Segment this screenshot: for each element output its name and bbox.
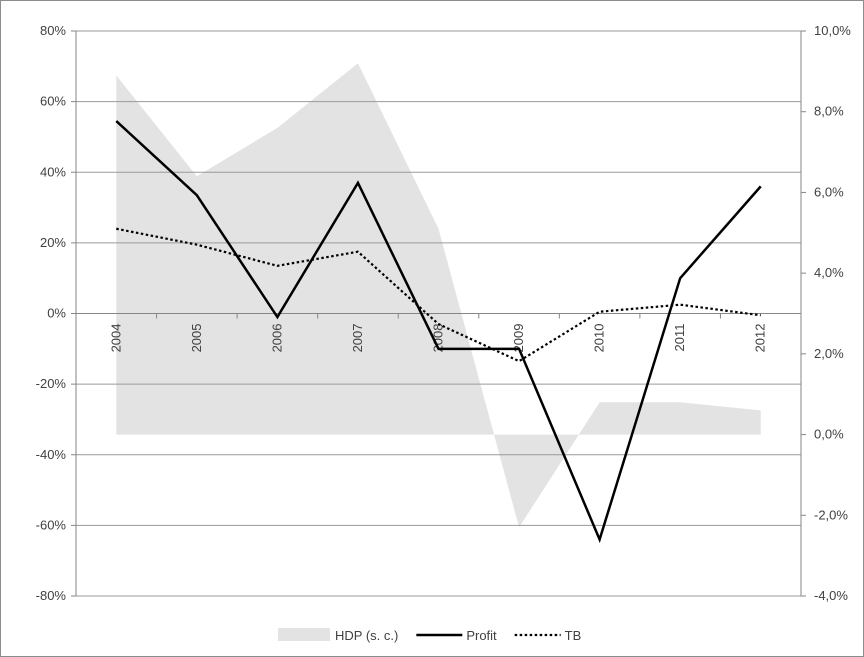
y-left-tick-label: 40% [40, 164, 66, 179]
x-tick-label: 2008 [431, 324, 446, 353]
y-left-tick-label: 60% [40, 94, 66, 109]
x-tick-label: 2007 [350, 324, 365, 353]
y-left-tick-label: 20% [40, 235, 66, 250]
legend: HDP (s. c.) Profit TB [278, 628, 581, 643]
y-left-tick-label: 80% [40, 23, 66, 38]
x-tick-label: 2010 [592, 324, 607, 353]
y-right-tick-label: 10,0% [814, 23, 851, 38]
series-line-profit [115, 120, 762, 544]
axes [71, 30, 806, 597]
x-tick-label: 2006 [269, 324, 284, 353]
y-left-tick-label: -20% [36, 376, 67, 391]
y-right-tick-label: -2,0% [814, 507, 848, 522]
legend-label: Profit [466, 628, 497, 643]
y-tick-labels: 80% 60% 40% 20% 0% -20% -40% -60% -80% 10,0% 8,0% 6… [36, 23, 852, 603]
y-left-tick-label: -80% [36, 588, 67, 603]
x-tick-label: 2012 [753, 324, 768, 353]
legend-label: TB [565, 628, 582, 643]
legend-label: HDP (s. c.) [335, 628, 398, 643]
line-layer [115, 120, 762, 544]
area-layer [116, 63, 761, 528]
x-tick-label: 2011 [672, 324, 687, 352]
y-right-tick-label: -4,0% [814, 588, 848, 603]
series-line-tb [116, 227, 761, 363]
y-left-tick-label: 0% [47, 306, 66, 321]
y-right-tick-label: 2,0% [814, 346, 844, 361]
x-tick-labels: 2004 2005 2006 2007 2008 2009 2010 2011 2012 [108, 324, 767, 353]
x-tick-label: 2004 [108, 324, 123, 353]
y-left-tick-label: -60% [36, 517, 67, 532]
series-area-hdp [116, 63, 761, 528]
y-right-tick-label: 4,0% [814, 265, 844, 280]
x-tick-label: 2009 [511, 324, 526, 353]
y-right-tick-label: 8,0% [814, 104, 844, 119]
legend-swatch-area [278, 628, 330, 641]
y-right-tick-label: 6,0% [814, 184, 844, 199]
x-tick-label: 2005 [189, 324, 204, 353]
y-left-tick-label: -40% [36, 447, 67, 462]
y-right-tick-label: 0,0% [814, 427, 844, 442]
